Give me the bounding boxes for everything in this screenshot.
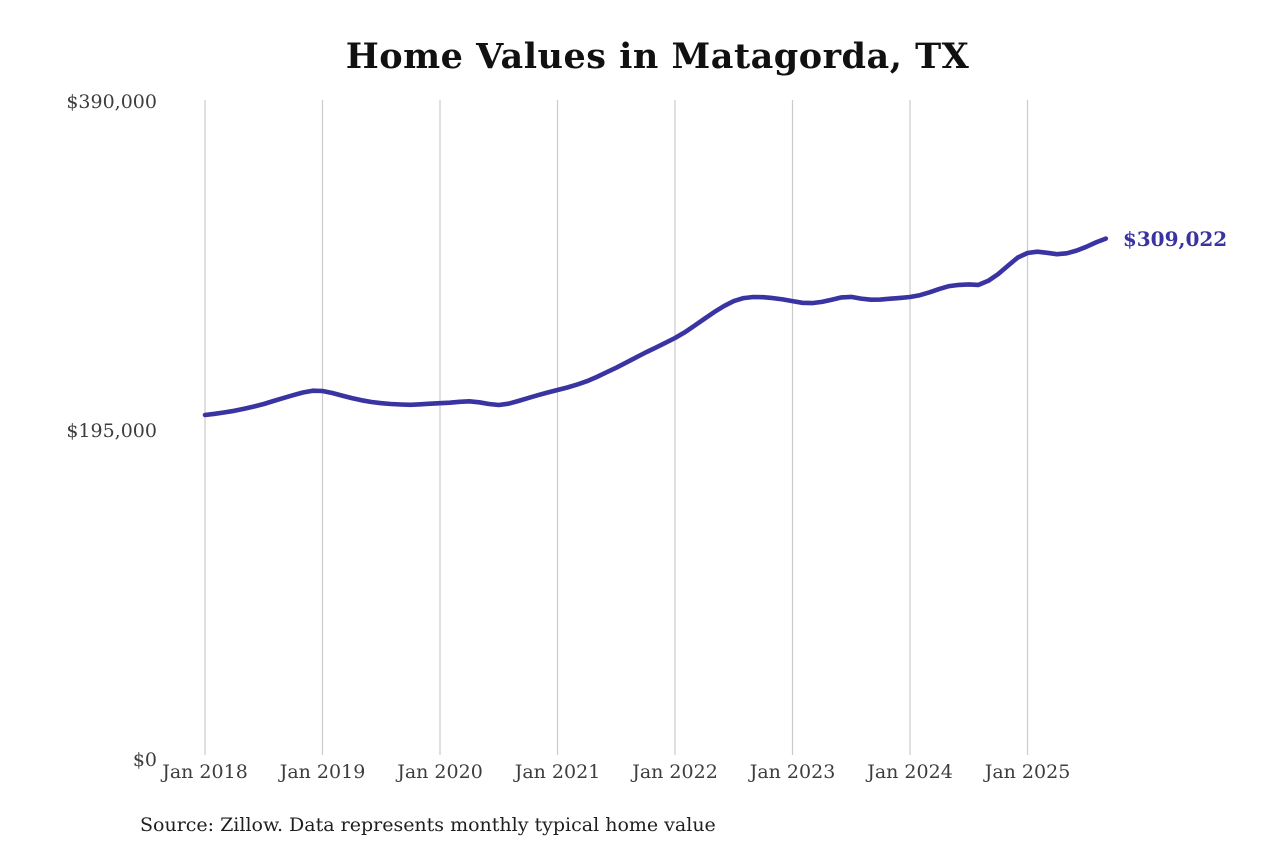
x-tick-label: Jan 2023 [749,761,836,783]
x-tick-label: Jan 2022 [632,761,718,783]
chart-title: Home Values in Matagorda, TX [345,36,970,77]
x-tick-label: Jan 2024 [867,761,953,783]
x-tick-label: Jan 2020 [397,761,483,783]
x-tick-label: Jan 2021 [514,761,601,783]
y-tick-label: $0 [132,749,157,771]
x-tick-label: Jan 2018 [162,761,248,783]
x-tick-label: Jan 2025 [984,761,1071,783]
y-tick-label: $390,000 [66,91,157,113]
source-note: Source: Zillow. Data represents monthly … [140,814,716,836]
latest-value-label: $309,022 [1122,226,1228,251]
y-tick-label: $195,000 [66,420,157,442]
home-value-series-line [202,236,1109,418]
x-tick-label: Jan 2019 [279,761,366,783]
